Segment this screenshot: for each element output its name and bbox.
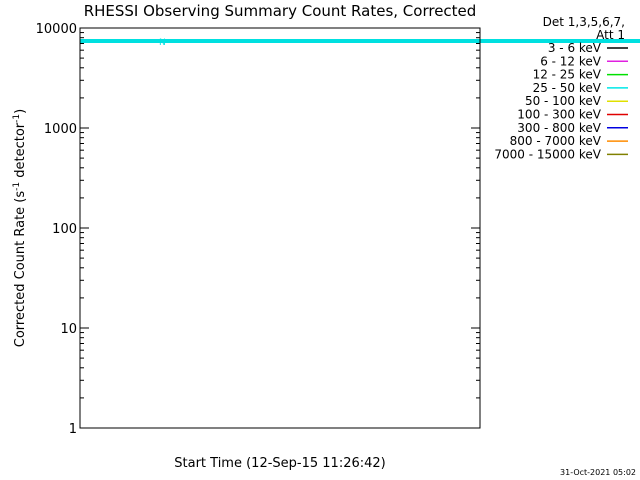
y-tick-label: 10 (60, 322, 77, 337)
y-axis-label: Corrected Count Rate (s-1 detector-1) (12, 109, 28, 347)
y-axis-label-sup2: -1 (12, 114, 22, 123)
y-axis-label-mid: detector (13, 122, 28, 182)
y-axis-label-text: Corrected Count Rate (s (13, 191, 28, 348)
y-axis-label-end: ) (13, 109, 28, 114)
x-axis-label: Start Time (12-Sep-15 11:26:42) (174, 456, 385, 471)
y-axis: 1 10 100 1000 10000 (36, 22, 480, 437)
legend-item-label: 3 - 6 keV (548, 41, 602, 55)
timestamp: 31-Oct-2021 05:02 (560, 468, 636, 477)
legend-header-2: Att 1 (596, 28, 625, 42)
legend-header-1: Det 1,3,5,6,7, (543, 15, 625, 29)
y-tick-label: 1 (69, 422, 77, 437)
chart-title: RHESSI Observing Summary Count Rates, Co… (84, 2, 477, 20)
y-tick-label: 1000 (44, 122, 77, 137)
plot-frame (79, 27, 481, 429)
night-label: N (159, 38, 166, 48)
y-axis-label-sup: -1 (12, 182, 22, 191)
legend-item-label: 25 - 50 keV (533, 81, 602, 95)
legend-item-label: 6 - 12 keV (540, 54, 602, 68)
y-tick-label: 10000 (36, 22, 77, 37)
legend-item-label: 7000 - 15000 keV (494, 147, 601, 161)
legend-item-label: 800 - 7000 keV (510, 134, 602, 148)
legend-item-label: 300 - 800 keV (517, 121, 601, 135)
y-tick-label: 100 (52, 222, 77, 237)
legend-item-label: 12 - 25 keV (533, 68, 602, 82)
legend-item-label: 50 - 100 keV (525, 94, 602, 108)
legend-item-label: 100 - 300 keV (517, 108, 601, 122)
